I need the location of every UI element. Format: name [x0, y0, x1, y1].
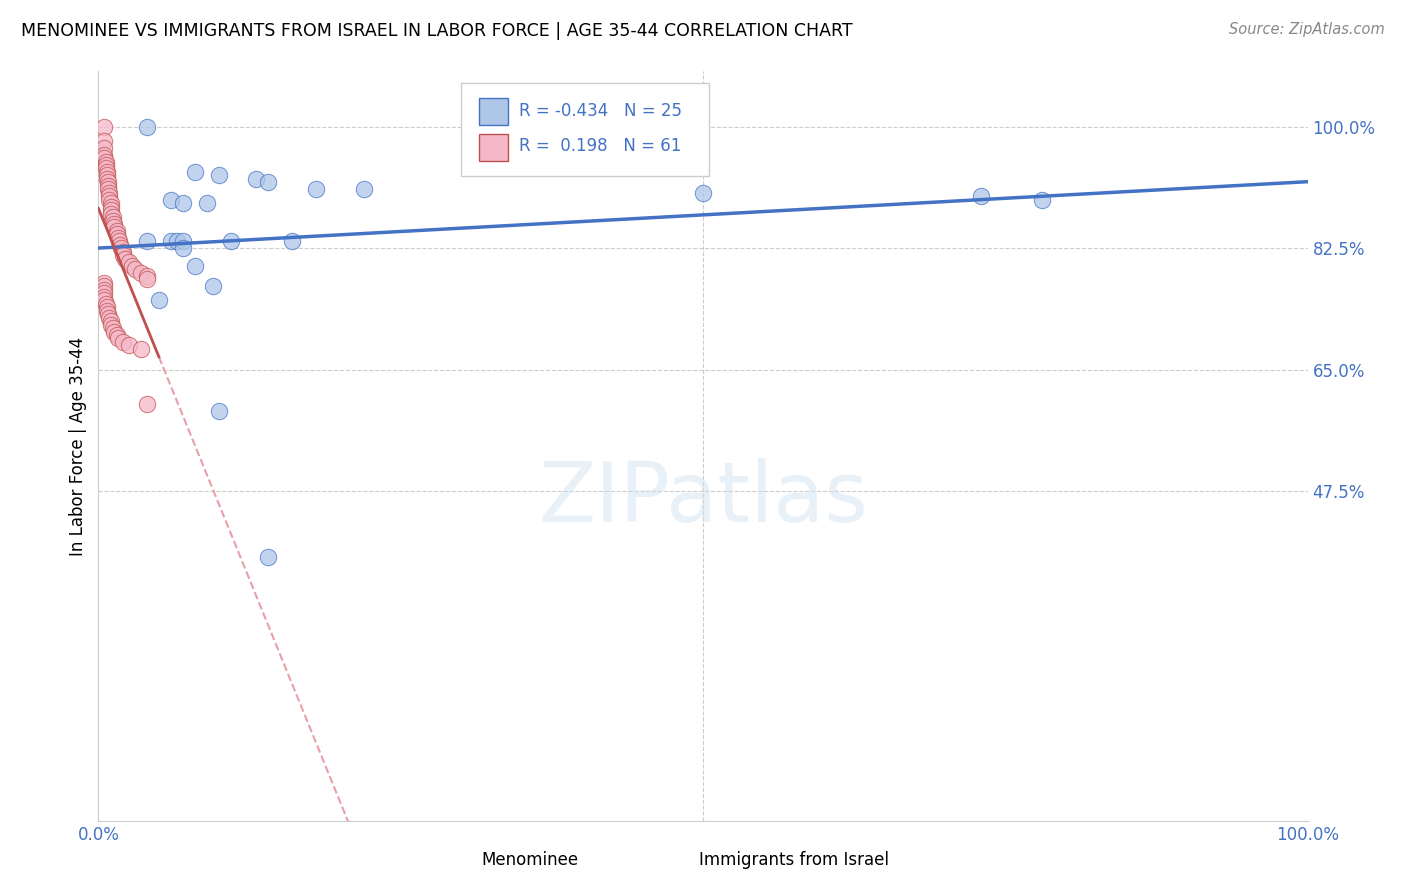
Point	[135, 120, 157, 134]
Point	[256, 175, 278, 189]
Point	[98, 193, 121, 207]
Point	[184, 165, 207, 179]
Point	[93, 151, 115, 165]
FancyBboxPatch shape	[461, 83, 709, 177]
Point	[135, 268, 157, 283]
Text: Menominee: Menominee	[482, 851, 579, 870]
Point	[160, 235, 183, 249]
Point	[103, 217, 125, 231]
Point	[970, 189, 993, 203]
Point	[172, 235, 194, 249]
Point	[98, 189, 121, 203]
Point	[124, 262, 146, 277]
Point	[110, 241, 132, 255]
Point	[172, 241, 194, 255]
Point	[103, 325, 125, 339]
Point	[195, 196, 218, 211]
Point	[305, 182, 328, 196]
Point	[135, 272, 157, 286]
Point	[100, 206, 122, 220]
Point	[135, 235, 157, 249]
Point	[93, 290, 115, 304]
Point	[129, 266, 152, 280]
Point	[105, 328, 128, 343]
FancyBboxPatch shape	[479, 134, 509, 161]
Point	[111, 248, 134, 262]
Point	[184, 259, 207, 273]
Point	[101, 210, 124, 224]
Point	[94, 154, 117, 169]
Point	[129, 342, 152, 356]
Point	[98, 186, 121, 200]
Point	[208, 404, 231, 418]
Point	[100, 200, 122, 214]
Point	[692, 186, 714, 200]
Point	[160, 193, 183, 207]
Point	[172, 196, 194, 211]
FancyBboxPatch shape	[479, 98, 509, 125]
Point	[93, 147, 115, 161]
Point	[208, 169, 231, 183]
Point	[96, 172, 118, 186]
Point	[100, 318, 122, 332]
Point	[93, 276, 115, 290]
Point	[94, 161, 117, 176]
Point	[100, 196, 122, 211]
Point	[105, 227, 128, 242]
Point	[121, 259, 143, 273]
Point	[93, 279, 115, 293]
Point	[108, 237, 131, 252]
Point	[96, 300, 118, 314]
Point	[97, 182, 120, 196]
Text: Immigrants from Israel: Immigrants from Israel	[699, 851, 890, 870]
FancyBboxPatch shape	[443, 849, 472, 871]
Y-axis label: In Labor Force | Age 35-44: In Labor Force | Age 35-44	[69, 336, 87, 556]
Point	[101, 321, 124, 335]
Point	[148, 293, 170, 308]
Point	[96, 165, 118, 179]
Point	[245, 172, 267, 186]
Point	[100, 314, 122, 328]
Point	[101, 213, 124, 227]
Point	[96, 169, 118, 183]
Text: R = -0.434   N = 25: R = -0.434 N = 25	[519, 102, 682, 120]
Point	[97, 178, 120, 193]
Point	[93, 134, 115, 148]
Point	[105, 224, 128, 238]
Point	[96, 303, 118, 318]
Point	[93, 283, 115, 297]
FancyBboxPatch shape	[661, 849, 690, 871]
Point	[353, 182, 375, 196]
Point	[93, 141, 115, 155]
Point	[166, 235, 188, 249]
Point	[93, 120, 115, 134]
Text: R =  0.198   N = 61: R = 0.198 N = 61	[519, 137, 682, 155]
Point	[256, 549, 278, 564]
Text: MENOMINEE VS IMMIGRANTS FROM ISRAEL IN LABOR FORCE | AGE 35-44 CORRELATION CHART: MENOMINEE VS IMMIGRANTS FROM ISRAEL IN L…	[21, 22, 852, 40]
Point	[94, 158, 117, 172]
Point	[111, 334, 134, 349]
Point	[98, 310, 121, 325]
Point	[118, 338, 141, 352]
Point	[107, 231, 129, 245]
Point	[93, 286, 115, 301]
Point	[111, 244, 134, 259]
Point	[1031, 193, 1053, 207]
Point	[107, 331, 129, 345]
Point	[118, 255, 141, 269]
Point	[114, 252, 136, 266]
Point	[94, 297, 117, 311]
Point	[221, 235, 243, 249]
Point	[281, 235, 304, 249]
Point	[135, 397, 157, 411]
Text: Source: ZipAtlas.com: Source: ZipAtlas.com	[1229, 22, 1385, 37]
Point	[100, 203, 122, 218]
Point	[202, 279, 225, 293]
Point	[103, 220, 125, 235]
Point	[93, 293, 115, 308]
Point	[108, 235, 131, 249]
Point	[97, 175, 120, 189]
Point	[97, 307, 120, 321]
Text: ZIPatlas: ZIPatlas	[538, 458, 868, 539]
